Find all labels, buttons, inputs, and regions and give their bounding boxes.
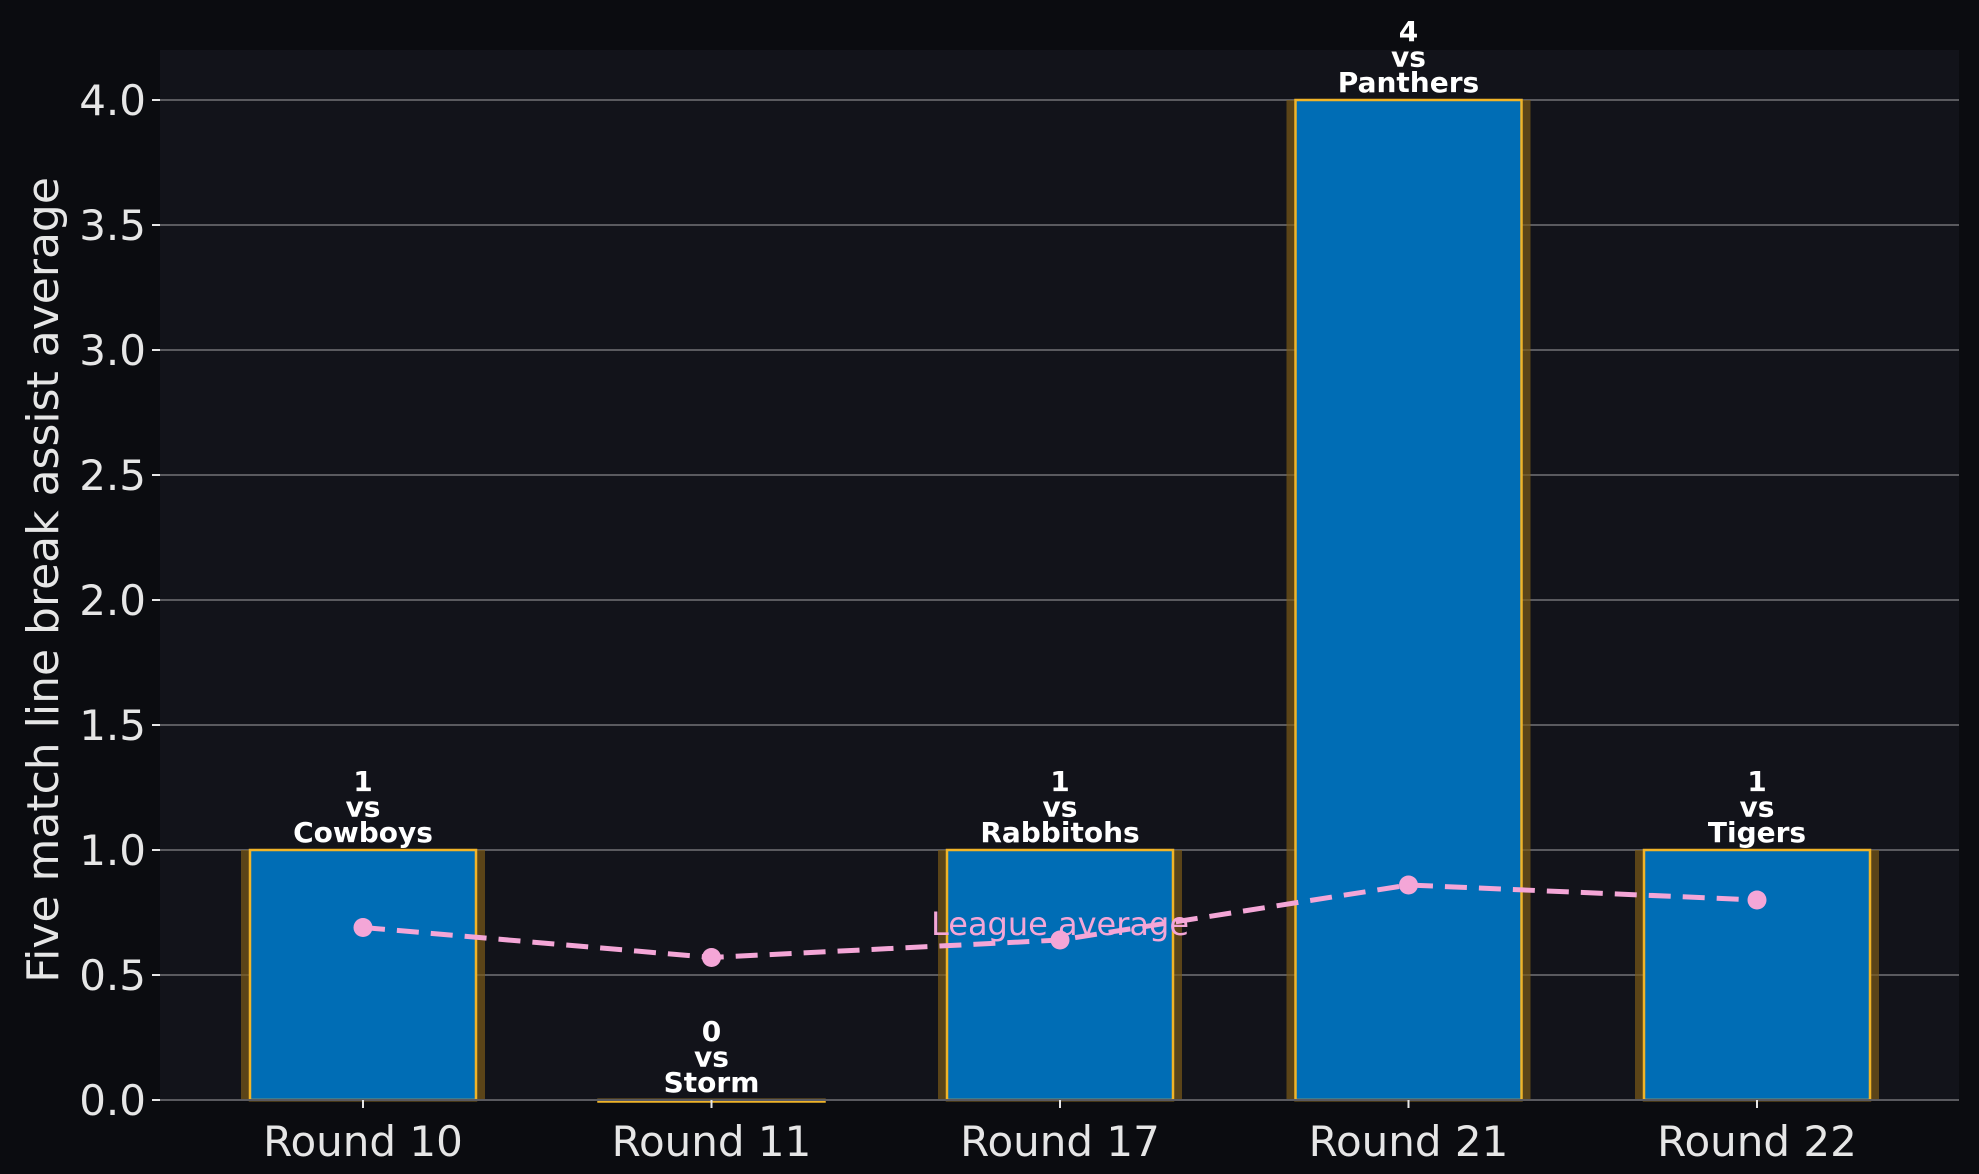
bar-label-line: Tigers [1708,816,1806,849]
grid-lines [160,99,1959,976]
y-tick-label-2: 1.0 [79,826,146,875]
bar-label-line: 1 [1050,765,1069,798]
y-tick-label-1: 0.5 [79,951,146,1000]
bar-label-line: vs [694,1041,729,1074]
bar-round-17 [945,848,1175,1102]
bar-label-line: 1 [353,765,372,798]
y-axis-label: Five match line break assist average [18,177,69,983]
bar-label-line: Panthers [1338,66,1479,99]
y-tick-label-3: 1.5 [79,701,146,750]
bar-round-21 [1294,98,1523,1102]
axis-ticks: 0.0 0.5 1.0 1.5 2.0 2.5 3.0 3.5 4.0 Round 10 Round… [79,76,1959,1166]
bar-label-line: 1 [1747,765,1766,798]
league-average-point-3 [1399,875,1418,895]
bar-label-line: vs [346,791,381,824]
bar-label-line: Cowboys [293,816,433,849]
league-average-label: League average [931,905,1189,943]
bar-labels: 1vsCowboys0vsStorm1vsRabbitohs4vsPanther… [293,15,1806,1099]
bar-label-line: 0 [702,1015,721,1048]
league-average-series: League average [353,875,1767,967]
y-tick-label-0: 0.0 [79,1076,146,1125]
bar-label-line: vs [1043,791,1078,824]
league-average-point-4 [1747,890,1767,910]
y-tick-label-8: 4.0 [79,76,146,125]
x-tick-label-4: Round 22 [1657,1117,1857,1166]
y-tick-label-7: 3.5 [79,201,146,250]
bar-round-10 [248,848,478,1102]
y-tick-label-4: 2.0 [79,576,146,625]
bar-label-line: vs [1740,791,1775,824]
y-tick-label-5: 2.5 [79,451,146,500]
bar-round-22 [1642,848,1872,1102]
y-tick-label-6: 3.0 [79,326,146,375]
bar-label-line: vs [1391,41,1426,74]
league-average-point-1 [702,948,721,967]
bar-label-line: 4 [1399,15,1418,48]
x-tick-label-0: Round 10 [263,1117,463,1166]
league-average-point-2 [1050,930,1070,950]
league-average-point-0 [353,918,373,937]
x-tick-label-2: Round 17 [960,1117,1160,1166]
bar-label-line: Rabbitohs [980,816,1139,849]
bar-label-line: Storm [664,1066,760,1099]
x-tick-label-3: Round 21 [1309,1117,1509,1166]
x-tick-label-1: Round 11 [612,1117,812,1166]
